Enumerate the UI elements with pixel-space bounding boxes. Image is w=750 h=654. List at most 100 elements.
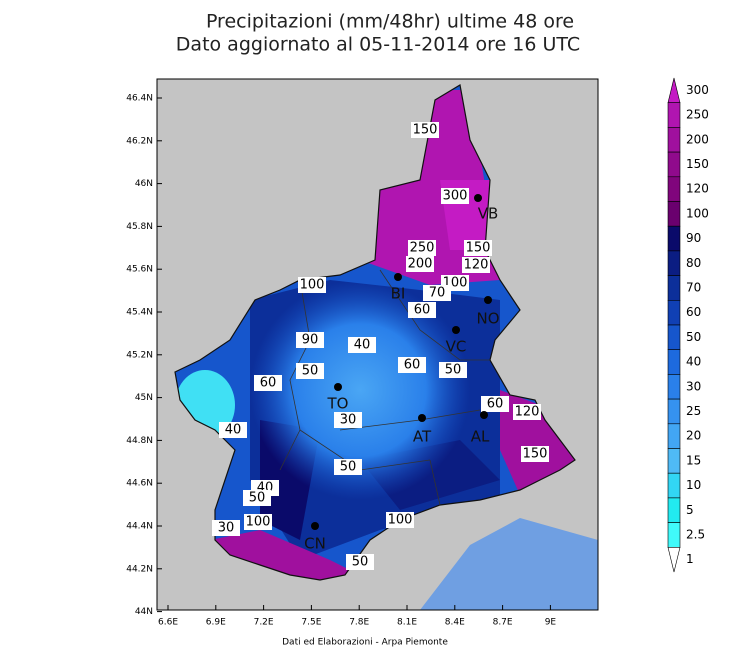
city-dot bbox=[484, 296, 492, 304]
lat-label: 45.4N bbox=[126, 308, 153, 318]
colorbar-label: 90 bbox=[686, 231, 701, 245]
lon-label: 9E bbox=[545, 618, 557, 628]
colorbar-cell bbox=[667, 547, 681, 573]
contour-label: 40 bbox=[354, 338, 371, 353]
colorbar-cell bbox=[667, 497, 681, 523]
colorbar-cell bbox=[667, 448, 681, 474]
lat-label: 45.2N bbox=[126, 350, 153, 360]
contour-label-box bbox=[481, 396, 509, 412]
colorbar-label: 10 bbox=[686, 478, 701, 492]
contour-label: 60 bbox=[404, 358, 421, 373]
colorbar-cell bbox=[667, 374, 681, 400]
city-dot bbox=[418, 414, 426, 422]
colorbar-cell bbox=[667, 398, 681, 425]
title: Dato aggiornato al 05-11-2014 ore 16 UTC bbox=[176, 34, 580, 56]
colorbar-label: 70 bbox=[686, 280, 701, 294]
contour-label: 90 bbox=[302, 333, 319, 348]
contour-label: 200 bbox=[408, 257, 433, 272]
contour-label-box bbox=[348, 337, 376, 353]
contour-label: 50 bbox=[249, 491, 266, 506]
lat-label: 46N bbox=[135, 179, 153, 189]
footer: Dati ed Elaborazioni - Arpa Piemonte bbox=[282, 638, 448, 648]
lat-label: 45.6N bbox=[126, 265, 153, 275]
contour-label-box bbox=[296, 363, 324, 379]
contour-label: 50 bbox=[352, 555, 369, 570]
lon-label: 7.2E bbox=[254, 618, 274, 628]
contour-label: 150 bbox=[466, 241, 491, 256]
lat-label: 44.8N bbox=[126, 436, 153, 446]
contour-label-box bbox=[398, 357, 426, 373]
contour-label-box bbox=[423, 285, 451, 301]
colorbar-cell bbox=[667, 151, 681, 178]
city-label: VC bbox=[446, 338, 467, 356]
sea bbox=[420, 518, 598, 610]
contour-label-box bbox=[439, 362, 467, 378]
contour-label: 120 bbox=[464, 258, 489, 273]
colorbar-label: 200 bbox=[686, 132, 709, 146]
contour-label-box bbox=[408, 302, 436, 318]
colorbar-cell bbox=[667, 102, 681, 128]
colorbar-cell bbox=[667, 522, 681, 548]
contour-label: 50 bbox=[445, 363, 462, 378]
map-frame bbox=[156, 78, 599, 611]
contour-label: 60 bbox=[414, 303, 431, 318]
contour-label: 100 bbox=[300, 278, 325, 293]
contour-label-box bbox=[441, 188, 469, 204]
colorbar-label: 25 bbox=[686, 404, 701, 418]
contour-label: 250 bbox=[410, 241, 435, 256]
colorbar-cell bbox=[667, 225, 681, 252]
contour-label-box bbox=[386, 512, 414, 528]
contour-label-box bbox=[334, 412, 362, 428]
lat-label: 44.4N bbox=[126, 522, 153, 532]
contour-label-box bbox=[298, 277, 326, 293]
contour-label: 70 bbox=[429, 286, 446, 301]
colorbar-cell bbox=[667, 472, 681, 499]
contour-label-box bbox=[243, 490, 271, 506]
contour-label-box bbox=[464, 240, 492, 256]
contour-label: 60 bbox=[260, 376, 277, 391]
colorbar-label: 80 bbox=[686, 256, 701, 270]
contour-label-box bbox=[212, 520, 240, 536]
colorbar-cell bbox=[667, 77, 681, 103]
contour-label: 100 bbox=[246, 515, 271, 530]
colorbar-label: 40 bbox=[686, 355, 701, 369]
contour-label: 150 bbox=[523, 447, 548, 462]
contour-label-box bbox=[513, 404, 541, 420]
contour-label: 30 bbox=[340, 413, 357, 428]
colorbar-label: 2.5 bbox=[686, 527, 705, 541]
contour-label: 40 bbox=[225, 423, 242, 438]
contour-label-box bbox=[254, 375, 282, 391]
colorbar-cell bbox=[667, 250, 681, 276]
contour-label: 60 bbox=[487, 397, 504, 412]
colorbar-label: 1 bbox=[686, 552, 694, 566]
colorbar-label: 5 bbox=[686, 503, 694, 517]
lat-label: 44.6N bbox=[126, 479, 153, 489]
contour-label: 30 bbox=[218, 521, 235, 536]
colorbar-cell bbox=[667, 201, 681, 227]
contour-label-box bbox=[462, 257, 490, 273]
lat-label: 46.4N bbox=[126, 94, 153, 104]
city-label: CN bbox=[304, 535, 326, 553]
contour-label-box bbox=[408, 240, 436, 256]
contour-label: 100 bbox=[388, 513, 413, 528]
contour-label: 50 bbox=[340, 460, 357, 475]
colorbar-cell bbox=[667, 324, 681, 351]
contour-label: 50 bbox=[302, 364, 319, 379]
city-label: TO bbox=[327, 395, 349, 413]
colorbar-label: 150 bbox=[686, 157, 709, 171]
lon-label: 8.4E bbox=[445, 618, 465, 628]
contour-label-box bbox=[406, 256, 434, 272]
lon-label: 6.6E bbox=[158, 618, 178, 628]
city-label: AT bbox=[413, 428, 432, 446]
colorbar-cell bbox=[667, 423, 681, 449]
city-dot bbox=[480, 411, 488, 419]
colorbar-cell bbox=[667, 127, 681, 153]
lat-label: 44.2N bbox=[126, 564, 153, 574]
city-dot bbox=[394, 273, 402, 281]
lat-label: 45.8N bbox=[126, 222, 153, 232]
contour-label: 300 bbox=[443, 189, 468, 204]
colorbar-label: 15 bbox=[686, 453, 701, 467]
lon-label: 8.1E bbox=[397, 618, 417, 628]
city-label: VB bbox=[478, 205, 499, 223]
